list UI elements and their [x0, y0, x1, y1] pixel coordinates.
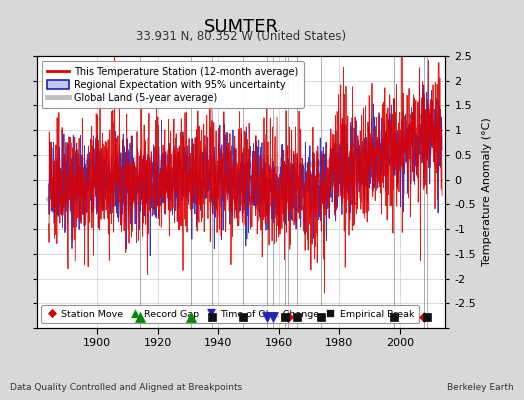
- Text: 33.931 N, 80.352 W (United States): 33.931 N, 80.352 W (United States): [136, 30, 346, 43]
- Text: Berkeley Earth: Berkeley Earth: [447, 383, 514, 392]
- Y-axis label: Temperature Anomaly (°C): Temperature Anomaly (°C): [482, 118, 492, 266]
- Text: SUMTER: SUMTER: [203, 18, 279, 36]
- Text: Data Quality Controlled and Aligned at Breakpoints: Data Quality Controlled and Aligned at B…: [10, 383, 243, 392]
- Legend: Station Move, Record Gap, Time of Obs. Change, Empirical Break: Station Move, Record Gap, Time of Obs. C…: [41, 305, 419, 323]
